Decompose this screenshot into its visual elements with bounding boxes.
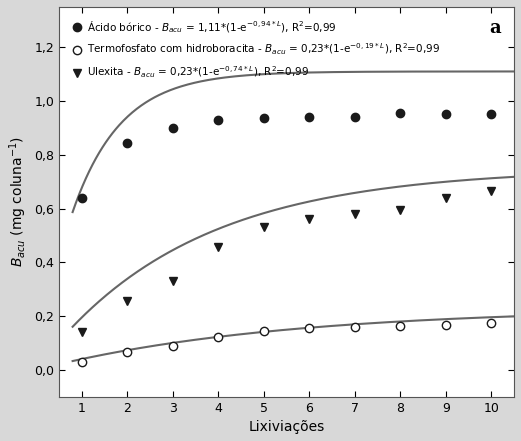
X-axis label: Lixiviações: Lixiviações bbox=[249, 420, 325, 434]
Legend: Ácido bórico - $B_{acu}$ = 1,11*(1-e$^{-0,94*L}$), R$^{2}$=0,99, Termofosfato co: Ácido bórico - $B_{acu}$ = 1,11*(1-e$^{-… bbox=[69, 16, 443, 83]
Text: a: a bbox=[489, 19, 500, 37]
Y-axis label: $B_{acu}$ (mg coluna$^{-1}$): $B_{acu}$ (mg coluna$^{-1}$) bbox=[7, 136, 29, 267]
